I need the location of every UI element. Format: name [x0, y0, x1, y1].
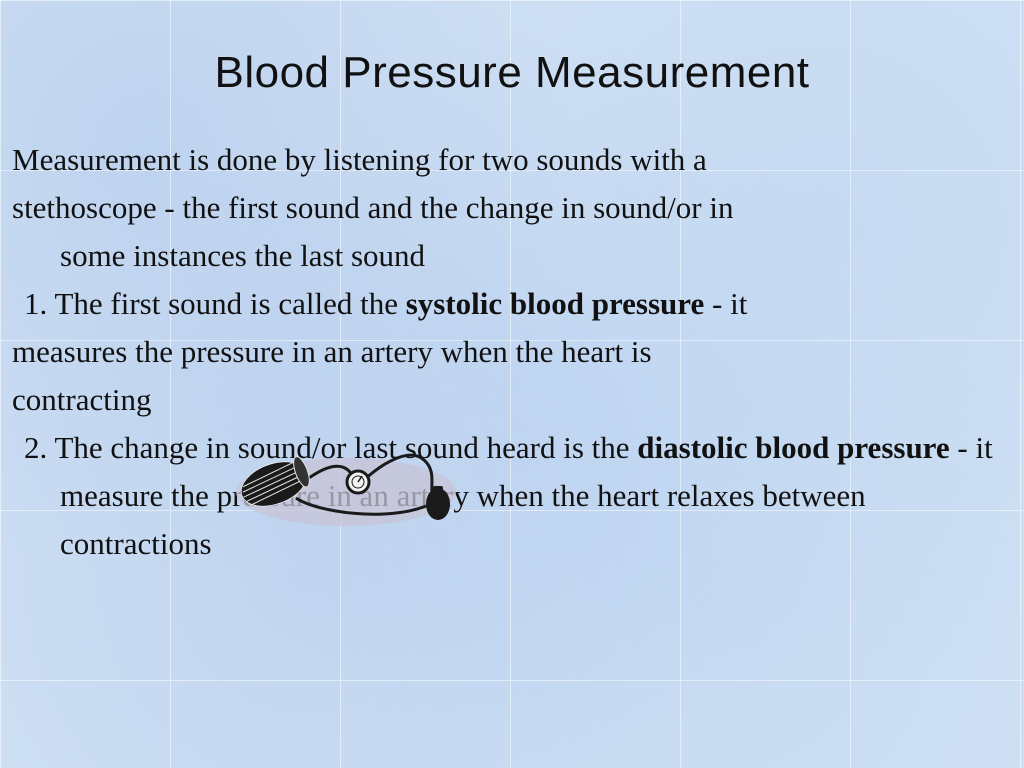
list-item-1-post: - it — [704, 286, 747, 321]
slide: Blood Pressure Measurement Measurement i… — [0, 0, 1024, 768]
intro-line-2: stethoscope - the first sound and the ch… — [12, 184, 1012, 232]
list-item-1-number: 1. — [24, 286, 47, 321]
list-item-1-pre: The first sound is called the — [54, 286, 405, 321]
list-item-1-line2: measures the pressure in an artery when … — [12, 328, 1012, 376]
intro-line-2a: stethoscope - the first sound and the ch… — [12, 190, 733, 225]
list-item-2-number: 2. — [24, 430, 47, 465]
list-item-1-line3: contracting — [12, 376, 1012, 424]
intro-line-3: some instances the last sound — [12, 232, 1012, 280]
list-item-2-bold: diastolic blood pressure — [637, 430, 949, 465]
list-item-1: 1. The first sound is called the systoli… — [12, 280, 1012, 328]
slide-title: Blood Pressure Measurement — [0, 0, 1024, 98]
intro-line-1: Measurement is done by listening for two… — [12, 136, 1012, 184]
slide-content: Blood Pressure Measurement Measurement i… — [0, 0, 1024, 768]
intro-line-2b: some instances the last sound — [60, 238, 425, 273]
list-item-2-pre: The change in sound/or last sound heard … — [54, 430, 637, 465]
slide-body: Measurement is done by listening for two… — [0, 98, 1024, 568]
list-item-2: 2. The change in sound/or last sound hea… — [12, 424, 1012, 568]
list-item-1-bold: systolic blood pressure — [406, 286, 705, 321]
